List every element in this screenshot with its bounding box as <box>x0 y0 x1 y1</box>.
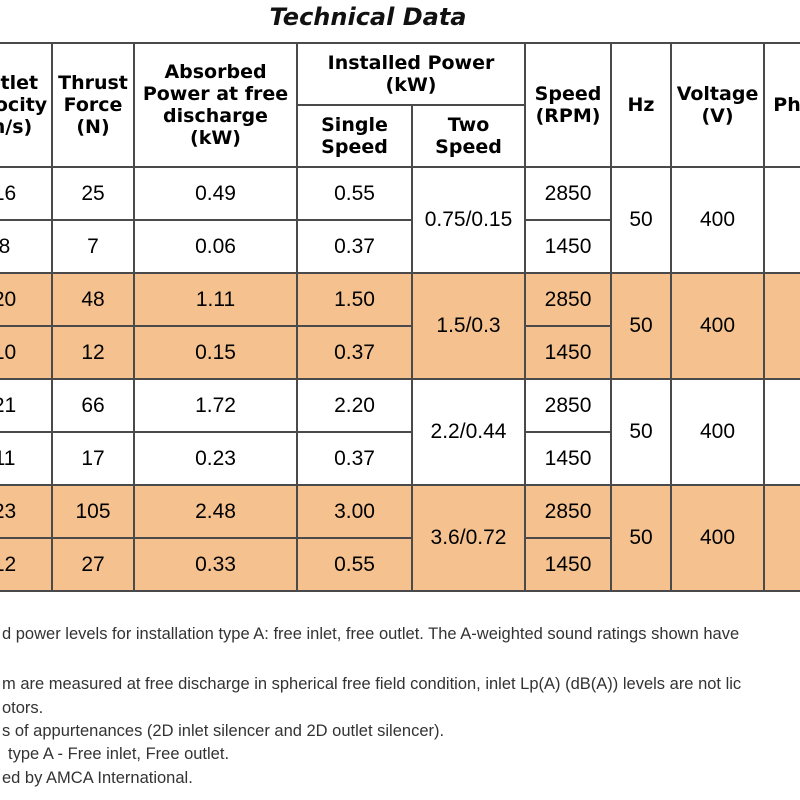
cell-velocity: 16 <box>0 166 53 221</box>
cell-speed-rpm: 2850 <box>524 378 613 433</box>
col-header-voltage: Voltage (V) <box>670 42 766 168</box>
cell-absorbed-power: 0.06 <box>133 219 298 274</box>
footnote-line: s of appurtenances (2D inlet silencer an… <box>2 722 445 740</box>
footnote-line: d power levels for installation type A: … <box>2 625 740 643</box>
footnote-line: otors. <box>2 699 44 717</box>
cell-single-speed: 1.50 <box>296 272 413 327</box>
cell-phase <box>763 484 800 592</box>
cell-absorbed-power: 0.33 <box>133 537 298 592</box>
col-header-speed-rpm: Speed (RPM) <box>524 42 613 168</box>
cell-thrust: 7 <box>51 219 135 274</box>
cell-voltage: 400 <box>670 378 766 486</box>
cell-single-speed: 0.55 <box>296 537 413 592</box>
cell-absorbed-power: 1.11 <box>133 272 298 327</box>
cell-speed-rpm: 2850 <box>524 484 613 539</box>
cell-velocity: 20 <box>0 272 53 327</box>
footnote-line: type A - Free inlet, Free outlet. <box>8 745 230 763</box>
cell-hz: 50 <box>610 166 673 274</box>
cell-single-speed: 0.37 <box>296 219 413 274</box>
page-title: Technical Data <box>269 3 467 31</box>
cell-absorbed-power: 0.15 <box>133 325 298 380</box>
footnote-line: m are measured at free discharge in sphe… <box>2 675 742 693</box>
cell-voltage: 400 <box>670 272 766 380</box>
cell-phase <box>763 378 800 486</box>
cell-single-speed: 2.20 <box>296 378 413 433</box>
cell-hz: 50 <box>610 484 673 592</box>
col-header-installed-power: Installed Power (kW) <box>295 42 527 106</box>
cell-two-speed: 2.2/0.44 <box>410 378 527 486</box>
col-header-single-speed: Single Speed <box>296 104 413 168</box>
cell-velocity: 23 <box>0 484 53 539</box>
cell-velocity: 11 <box>0 431 53 486</box>
col-header-two-speed: Two Speed <box>410 104 527 168</box>
cell-single-speed: 0.37 <box>296 325 413 380</box>
cell-phase <box>763 166 800 274</box>
cell-speed-rpm: 2850 <box>524 166 613 221</box>
cell-velocity: 8 <box>0 219 53 274</box>
cell-single-speed: 0.55 <box>296 166 413 221</box>
cell-absorbed-power: 1.72 <box>133 378 298 433</box>
cell-absorbed-power: 2.48 <box>133 484 298 539</box>
cell-thrust: 12 <box>51 325 135 380</box>
cell-thrust: 66 <box>51 378 135 433</box>
cell-single-speed: 3.00 <box>296 484 413 539</box>
cell-speed-rpm: 1450 <box>524 219 613 274</box>
technical-data-table-wrap: Outlet Velocity (m/s) Thrust Force (N) A… <box>0 42 800 592</box>
footnote-line: ed by AMCA International. <box>2 769 193 787</box>
cell-speed-rpm: 1450 <box>524 537 613 592</box>
cell-speed-rpm: 1450 <box>524 325 613 380</box>
cell-velocity: 21 <box>0 378 53 433</box>
col-header-absorbed-power: Absorbed Power at free discharge (kW) <box>133 42 298 168</box>
col-header-velocity: Outlet Velocity (m/s) <box>0 42 53 168</box>
cell-speed-rpm: 2850 <box>524 272 613 327</box>
cell-voltage: 400 <box>670 166 766 274</box>
cell-hz: 50 <box>610 378 673 486</box>
cell-thrust: 48 <box>51 272 135 327</box>
technical-data-table: Outlet Velocity (m/s) Thrust Force (N) A… <box>0 42 800 592</box>
col-header-thrust: Thrust Force (N) <box>51 42 135 168</box>
cell-two-speed: 3.6/0.72 <box>410 484 527 592</box>
cell-thrust: 105 <box>51 484 135 539</box>
cell-voltage: 400 <box>670 484 766 592</box>
cell-velocity: 10 <box>0 325 53 380</box>
cell-speed-rpm: 1450 <box>524 431 613 486</box>
cell-two-speed: 1.5/0.3 <box>410 272 527 380</box>
cell-thrust: 25 <box>51 166 135 221</box>
cell-two-speed: 0.75/0.15 <box>410 166 527 274</box>
cell-thrust: 17 <box>51 431 135 486</box>
col-header-hz: Hz <box>610 42 673 168</box>
cell-velocity: 12 <box>0 537 53 592</box>
cell-hz: 50 <box>610 272 673 380</box>
cell-single-speed: 0.37 <box>296 431 413 486</box>
cell-thrust: 27 <box>51 537 135 592</box>
cell-phase <box>763 272 800 380</box>
cell-absorbed-power: 0.23 <box>133 431 298 486</box>
cell-absorbed-power: 0.49 <box>133 166 298 221</box>
col-header-phase: Phase <box>763 42 800 168</box>
